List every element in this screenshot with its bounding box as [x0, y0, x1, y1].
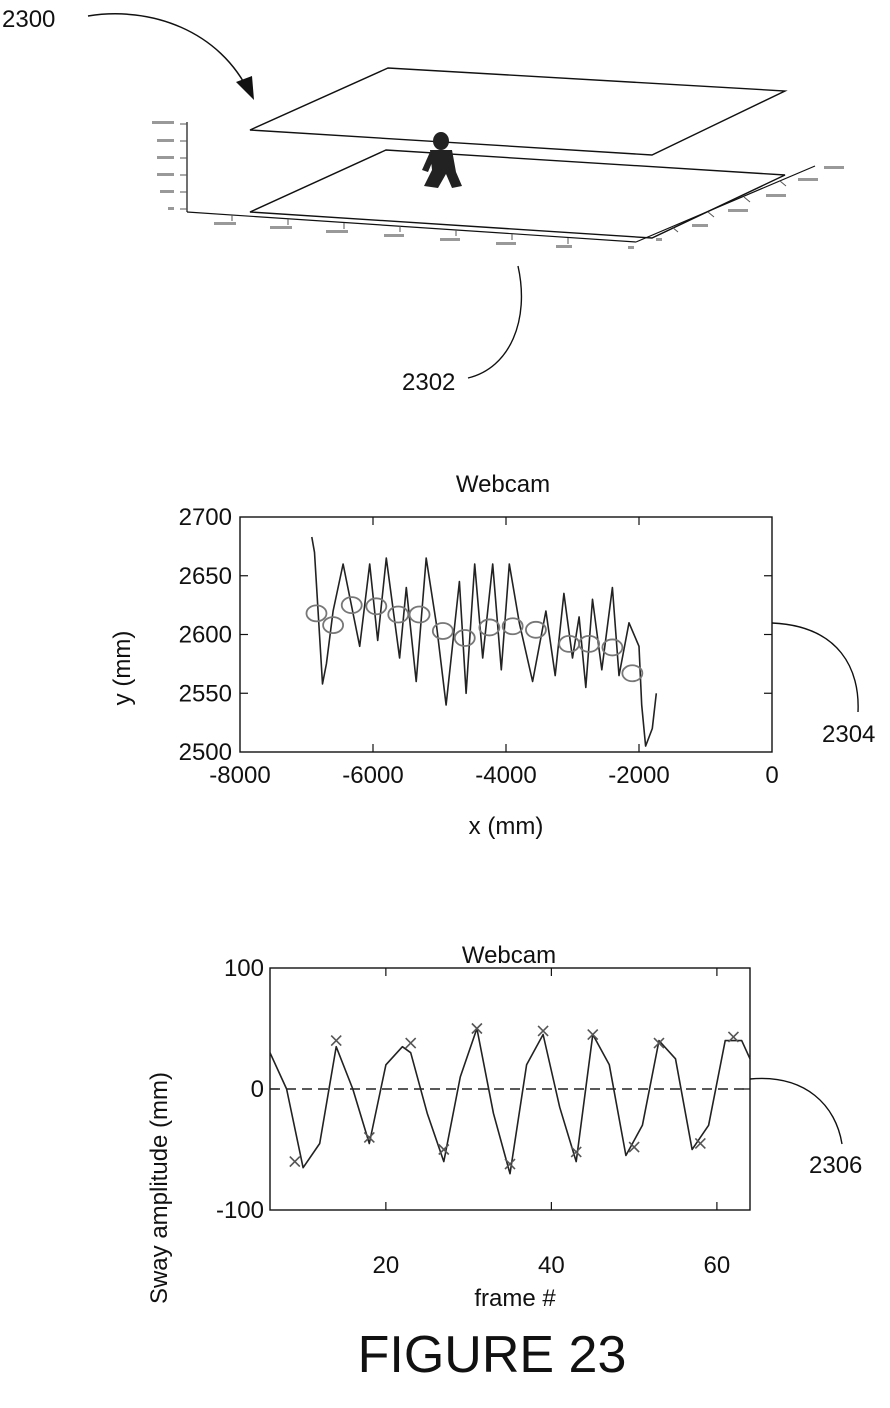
chart-trajectory: Webcam -8000 -6000 -4000 -2000 0 2500 2550 2600…: [109, 471, 875, 840]
series-line: [311, 536, 658, 747]
circle-marker: [408, 605, 431, 624]
y-tick-label: 2500: [179, 739, 232, 766]
x-marker: [438, 1143, 450, 1156]
x-marker: [405, 1037, 417, 1049]
circle-marker: [387, 605, 410, 624]
axis-tick-marks: [180, 123, 787, 244]
chart1-marks: [305, 536, 658, 747]
x-marker: [504, 1158, 516, 1170]
ref-label-2304: 2304: [822, 721, 875, 748]
series-line: [269, 1027, 751, 1175]
chart1-x-axis-label: x (mm): [469, 813, 544, 840]
y-tick-label: 2650: [179, 563, 232, 590]
circle-marker: [322, 616, 345, 634]
figure-caption: FIGURE 23: [358, 1326, 627, 1384]
x-marker: [628, 1141, 640, 1153]
x-marker: [471, 1022, 483, 1035]
x-tick-label: -8000: [209, 762, 270, 789]
illegible-tick-labels: [152, 121, 844, 249]
chart2-ticks: 20 40 60 -100 0 100: [216, 955, 750, 1279]
circle-marker: [501, 617, 524, 636]
chart2-marks: [269, 1022, 751, 1175]
x-tick-label: -6000: [342, 762, 403, 789]
ref-leader-2306: [749, 1077, 843, 1145]
x-axis-line: [186, 211, 637, 243]
circle-marker: [478, 618, 501, 637]
perspective-scene: 2300: [2, 6, 844, 396]
x-marker: [289, 1156, 301, 1168]
ground-plane: [249, 149, 786, 239]
x-marker: [363, 1131, 375, 1143]
ref-label-2300: 2300: [2, 6, 55, 33]
x-marker: [727, 1031, 740, 1043]
x-tick-label: -2000: [608, 762, 669, 789]
upper-plane: [249, 67, 788, 156]
chart1-ticks: -8000 -6000 -4000 -2000 0 2500 2550 2600 2650 270…: [179, 504, 779, 789]
circle-marker: [621, 664, 644, 683]
x-tick-label: 20: [373, 1252, 400, 1279]
chart2-x-axis-label: frame #: [474, 1285, 556, 1312]
y-tick-label: 2550: [179, 680, 232, 707]
x-marker: [694, 1137, 706, 1150]
ref-leader-2302: [467, 265, 523, 379]
circle-marker: [431, 622, 454, 640]
x-marker: [537, 1025, 549, 1037]
chart2-title: Webcam: [462, 942, 556, 969]
ref-leader-2304: [771, 622, 859, 713]
circle-marker: [578, 635, 601, 653]
circle-marker: [601, 638, 624, 657]
circle-marker: [305, 604, 328, 623]
x-marker: [653, 1037, 665, 1049]
chart1-title: Webcam: [456, 471, 550, 498]
ref-label-2302: 2302: [402, 369, 455, 396]
circle-marker: [525, 620, 547, 639]
chart2-y-axis-label: Sway amplitude (mm): [146, 1072, 173, 1304]
arrow-head-icon: [236, 76, 254, 100]
ref-arrow-2300: [87, 13, 251, 95]
circle-marker: [365, 597, 388, 616]
ref-label-2306: 2306: [809, 1152, 862, 1179]
y-axis-line: [635, 165, 816, 243]
x-marker: [330, 1035, 342, 1047]
y-tick-label: 2600: [179, 622, 232, 649]
y-tick-label: 100: [224, 955, 264, 982]
x-marker: [587, 1028, 599, 1041]
x-marker: [570, 1146, 582, 1158]
chart-sway: Webcam 20 40 60 -100 0 100 frame # Sway ampli…: [146, 942, 862, 1312]
walking-person-icon: [422, 132, 462, 188]
x-tick-label: 40: [538, 1252, 565, 1279]
circle-marker: [453, 629, 476, 647]
y-tick-label: -100: [216, 1197, 264, 1224]
x-tick-label: 60: [704, 1252, 731, 1279]
y-tick-label: 0: [251, 1076, 264, 1103]
y-tick-label: 2700: [179, 504, 232, 531]
x-tick-label: 0: [765, 762, 778, 789]
x-tick-label: -4000: [475, 762, 536, 789]
circle-marker: [340, 596, 363, 615]
chart1-y-axis-label: y (mm): [109, 631, 136, 706]
